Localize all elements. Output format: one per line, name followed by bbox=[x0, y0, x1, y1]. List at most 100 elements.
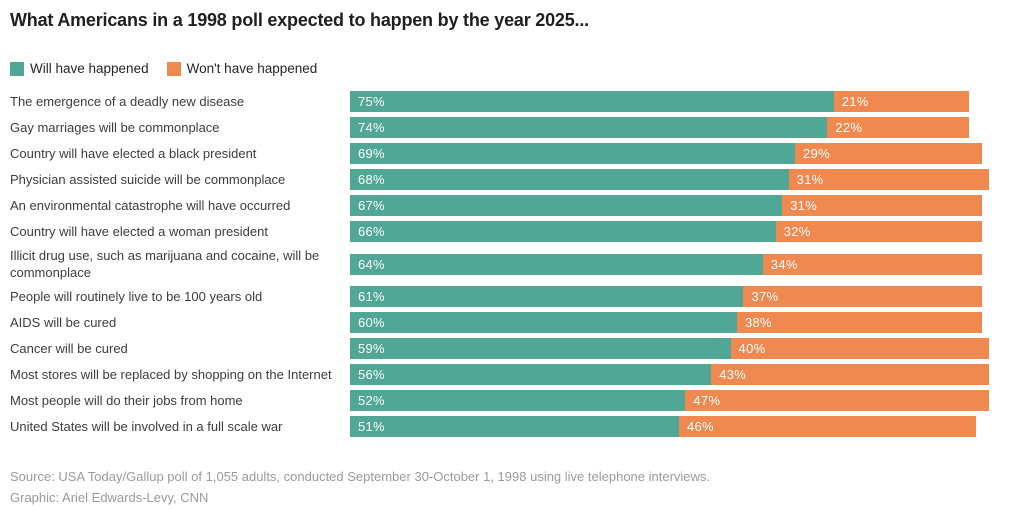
bar-value-label: 66% bbox=[358, 224, 385, 239]
bar-value-label: 61% bbox=[358, 289, 385, 304]
bar-value-label: 67% bbox=[358, 198, 385, 213]
legend-item-will-have-happened: Will have happened bbox=[10, 61, 149, 76]
category-label: Most people will do their jobs from home bbox=[10, 393, 243, 408]
bar-segment-will-have-happened: 66% bbox=[350, 221, 776, 242]
chart-row: Country will have elected a woman presid… bbox=[10, 221, 1003, 242]
bar-value-label: 21% bbox=[841, 94, 869, 109]
chart-row: People will routinely live to be 100 yea… bbox=[10, 286, 1003, 307]
category-label: Country will have elected a woman presid… bbox=[10, 224, 268, 239]
bar-track: 68% 31% bbox=[350, 169, 995, 190]
bar-value-label: 29% bbox=[803, 146, 830, 161]
bar-value-label: 59% bbox=[358, 341, 385, 356]
bar-track: 60% 38% bbox=[350, 312, 995, 333]
bar-segment-wont-have-happened: 47% bbox=[685, 390, 989, 411]
legend-swatch-teal-icon bbox=[10, 61, 24, 76]
bar-segment-will-have-happened: 68% bbox=[350, 169, 789, 190]
category-label: Country will have elected a black presid… bbox=[10, 146, 257, 161]
bar-value-label: 31% bbox=[790, 198, 818, 213]
bar-value-label: 47% bbox=[693, 393, 721, 408]
bar-segment-wont-have-happened: 31% bbox=[788, 169, 989, 190]
category-label: Cancer will be cured bbox=[10, 341, 128, 356]
bar-track: 61% 37% bbox=[350, 286, 995, 307]
bar-segment-will-have-happened: 52% bbox=[350, 390, 686, 411]
bar-segment-will-have-happened: 74% bbox=[350, 117, 828, 138]
bar-value-label: 37% bbox=[751, 289, 779, 304]
bar-segment-wont-have-happened: 31% bbox=[782, 195, 983, 216]
bar-value-label: 31% bbox=[796, 172, 824, 187]
bar-value-label: 51% bbox=[358, 419, 385, 434]
bar-track: 69% 29% bbox=[350, 143, 995, 164]
chart-row: Country will have elected a black presid… bbox=[10, 143, 1003, 164]
bar-segment-will-have-happened: 61% bbox=[350, 286, 744, 307]
bar-segment-will-have-happened: 64% bbox=[350, 253, 763, 275]
chart-row: The emergence of a deadly new disease 75%… bbox=[10, 91, 1003, 112]
chart-row: United States will be involved in a full… bbox=[10, 416, 1003, 437]
bar-segment-will-have-happened: 59% bbox=[350, 338, 731, 359]
bar-segment-will-have-happened: 51% bbox=[350, 416, 679, 437]
category-label: The emergence of a deadly new disease bbox=[10, 94, 245, 109]
bar-value-label: 32% bbox=[783, 224, 811, 239]
bar-segment-will-have-happened: 60% bbox=[350, 312, 737, 333]
bar-value-label: 38% bbox=[745, 315, 772, 330]
bar-value-label: 74% bbox=[358, 120, 385, 135]
category-label: Gay marriages will be commonplace bbox=[10, 120, 220, 135]
chart-title: What Americans in a 1998 poll expected t… bbox=[10, 10, 589, 30]
bar-segment-wont-have-happened: 34% bbox=[762, 253, 983, 275]
legend-item-wont-have-happened: Won't have happened bbox=[166, 61, 318, 76]
legend-label: Will have happened bbox=[30, 61, 149, 76]
category-label: People will routinely live to be 100 yea… bbox=[10, 289, 263, 304]
bar-value-label: 34% bbox=[770, 256, 798, 272]
bar-segment-wont-have-happened: 38% bbox=[737, 312, 983, 333]
chart-row: Illicit drug use, such as marijuana and … bbox=[10, 247, 1003, 281]
credit-note: Graphic: Ariel Edwards-Levy, CNN bbox=[10, 490, 209, 505]
bar-segment-will-have-happened: 75% bbox=[350, 91, 834, 112]
bar-segment-will-have-happened: 69% bbox=[350, 143, 796, 164]
category-label: Most stores will be replaced by shopping… bbox=[10, 367, 332, 382]
category-label: United States will be involved in a full… bbox=[10, 419, 283, 434]
bar-segment-wont-have-happened: 29% bbox=[795, 143, 983, 164]
chart-row: An environmental catastrophe will have o… bbox=[10, 195, 1003, 216]
bar-segment-wont-have-happened: 22% bbox=[827, 117, 970, 138]
bar-track: 56% 43% bbox=[350, 364, 995, 385]
bar-track: 51% 46% bbox=[350, 416, 995, 437]
bar-value-label: 46% bbox=[686, 419, 714, 434]
bar-segment-will-have-happened: 56% bbox=[350, 364, 712, 385]
legend-label: Won't have happened bbox=[186, 61, 318, 76]
bar-value-label: 69% bbox=[358, 146, 385, 161]
footer: Source: USA Today/Gallup poll of 1,055 a… bbox=[10, 466, 1003, 508]
bar-track: 74% 22% bbox=[350, 117, 995, 138]
bar-segment-wont-have-happened: 40% bbox=[730, 338, 989, 359]
chart-row: AIDS will be cured 60% 38% bbox=[10, 312, 1003, 333]
bar-segment-wont-have-happened: 43% bbox=[711, 364, 989, 385]
chart-row: Cancer will be cured 59% 40% bbox=[10, 338, 1003, 359]
bar-value-label: 64% bbox=[358, 256, 385, 272]
bar-track: 52% 47% bbox=[350, 390, 995, 411]
category-label: An environmental catastrophe will have o… bbox=[10, 198, 291, 213]
bar-value-label: 43% bbox=[719, 367, 747, 382]
category-label: AIDS will be cured bbox=[10, 315, 117, 330]
chart-rows: The emergence of a deadly new disease 75%… bbox=[10, 91, 1003, 437]
bar-track: 64% 34% bbox=[350, 253, 995, 275]
bar-track: 75% 21% bbox=[350, 91, 995, 112]
bar-track: 59% 40% bbox=[350, 338, 995, 359]
bar-value-label: 75% bbox=[358, 94, 385, 109]
category-label: Illicit drug use, such as marijuana and … bbox=[10, 248, 320, 280]
chart-row: Most people will do their jobs from home… bbox=[10, 390, 1003, 411]
bar-segment-wont-have-happened: 21% bbox=[833, 91, 970, 112]
bar-value-label: 56% bbox=[358, 367, 385, 382]
chart-row: Physician assisted suicide will be commo… bbox=[10, 169, 1003, 190]
bar-segment-will-have-happened: 67% bbox=[350, 195, 783, 216]
bar-track: 67% 31% bbox=[350, 195, 995, 216]
bar-segment-wont-have-happened: 46% bbox=[678, 416, 976, 437]
bar-value-label: 60% bbox=[358, 315, 385, 330]
category-label: Physician assisted suicide will be commo… bbox=[10, 172, 286, 187]
bar-value-label: 52% bbox=[358, 393, 385, 408]
bar-value-label: 22% bbox=[835, 120, 863, 135]
source-note: Source: USA Today/Gallup poll of 1,055 a… bbox=[10, 469, 711, 484]
legend: Will have happened Won't have happened bbox=[10, 61, 1003, 76]
bar-value-label: 40% bbox=[738, 341, 766, 356]
chart-row: Most stores will be replaced by shopping… bbox=[10, 364, 1003, 385]
bar-value-label: 68% bbox=[358, 172, 385, 187]
chart-row: Gay marriages will be commonplace 74% 22% bbox=[10, 117, 1003, 138]
